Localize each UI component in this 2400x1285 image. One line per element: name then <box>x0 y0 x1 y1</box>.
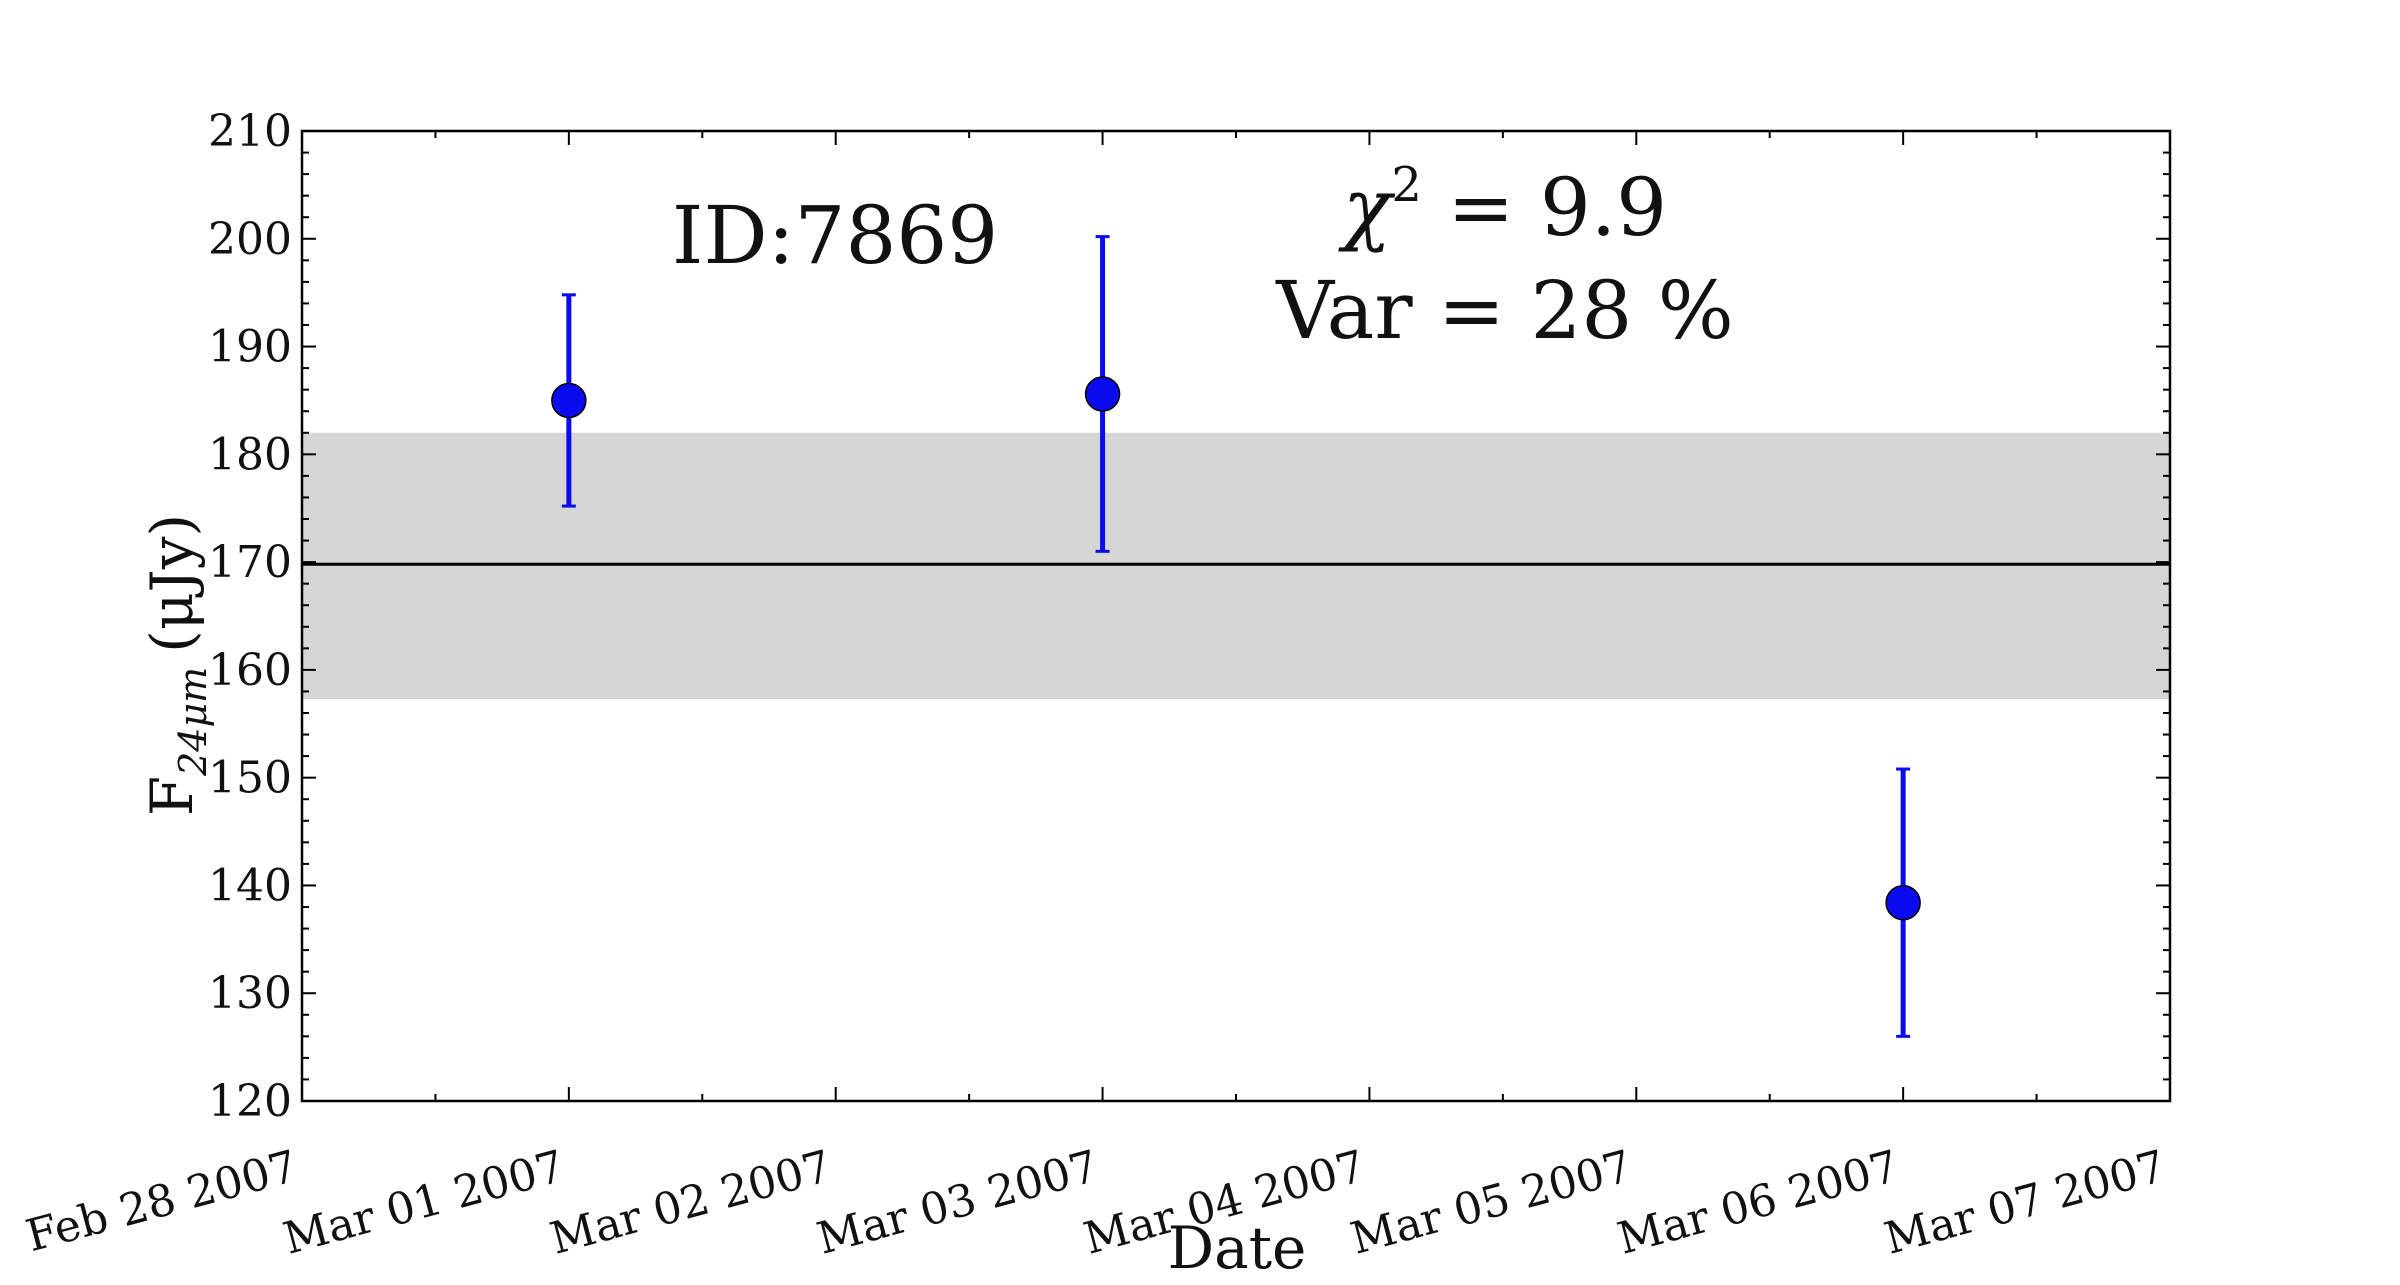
y-tick-label: 200 <box>208 214 292 265</box>
x-tick-label: Mar 02 2007 <box>545 1141 837 1265</box>
y-axis-title-subscript: 24μm <box>171 667 215 777</box>
data-marker <box>1885 884 1921 921</box>
data-marker <box>1084 376 1121 412</box>
x-tick-label: Mar 01 2007 <box>278 1141 570 1265</box>
data-points <box>551 235 1921 1038</box>
data-marker <box>551 382 587 419</box>
y-tick-label: 160 <box>208 645 292 696</box>
y-tick-label: 120 <box>208 1076 292 1127</box>
object-id-label: ID:7869 <box>672 189 998 282</box>
x-tick-label: Mar 06 2007 <box>1612 1141 1904 1265</box>
y-tick-label: 170 <box>208 537 292 588</box>
chi-exponent: 2 <box>1391 157 1422 213</box>
data-point <box>1885 767 1921 1038</box>
plot-frame <box>300 129 2172 1103</box>
y-tick-label: 150 <box>208 753 292 804</box>
chi-squared-label: χ2 = 9.9 <box>1338 157 1667 254</box>
y-axis-title: F24μm (μJy) <box>138 514 215 816</box>
variability-band <box>302 432 2170 699</box>
y-tick-label: 180 <box>208 429 292 480</box>
y-tick-label: 210 <box>208 106 292 157</box>
x-tick-label: Mar 05 2007 <box>1346 1141 1638 1265</box>
data-point <box>1084 235 1121 553</box>
x-axis-title: Date <box>1168 1214 1307 1282</box>
y-tick-label: 190 <box>208 322 292 373</box>
x-tick-label: Feb 28 2007 <box>21 1141 303 1262</box>
y-tick-label: 130 <box>208 968 292 1019</box>
y-tick-label: 140 <box>208 860 292 911</box>
y-axis-title-main: F <box>138 776 206 816</box>
x-tick-label: Mar 03 2007 <box>812 1141 1104 1265</box>
x-tick-label: Mar 07 2007 <box>1879 1141 2171 1265</box>
chi-value: = 9.9 <box>1422 161 1667 254</box>
data-point <box>551 293 587 508</box>
variability-label: Var = 28 % <box>1275 264 1734 357</box>
y-axis-title-unit: (μJy) <box>138 514 206 653</box>
y-tick-labels: 120 130 140 150 160 170 180 190 200 210 <box>208 106 292 1127</box>
chi-symbol: χ <box>1338 161 1396 254</box>
